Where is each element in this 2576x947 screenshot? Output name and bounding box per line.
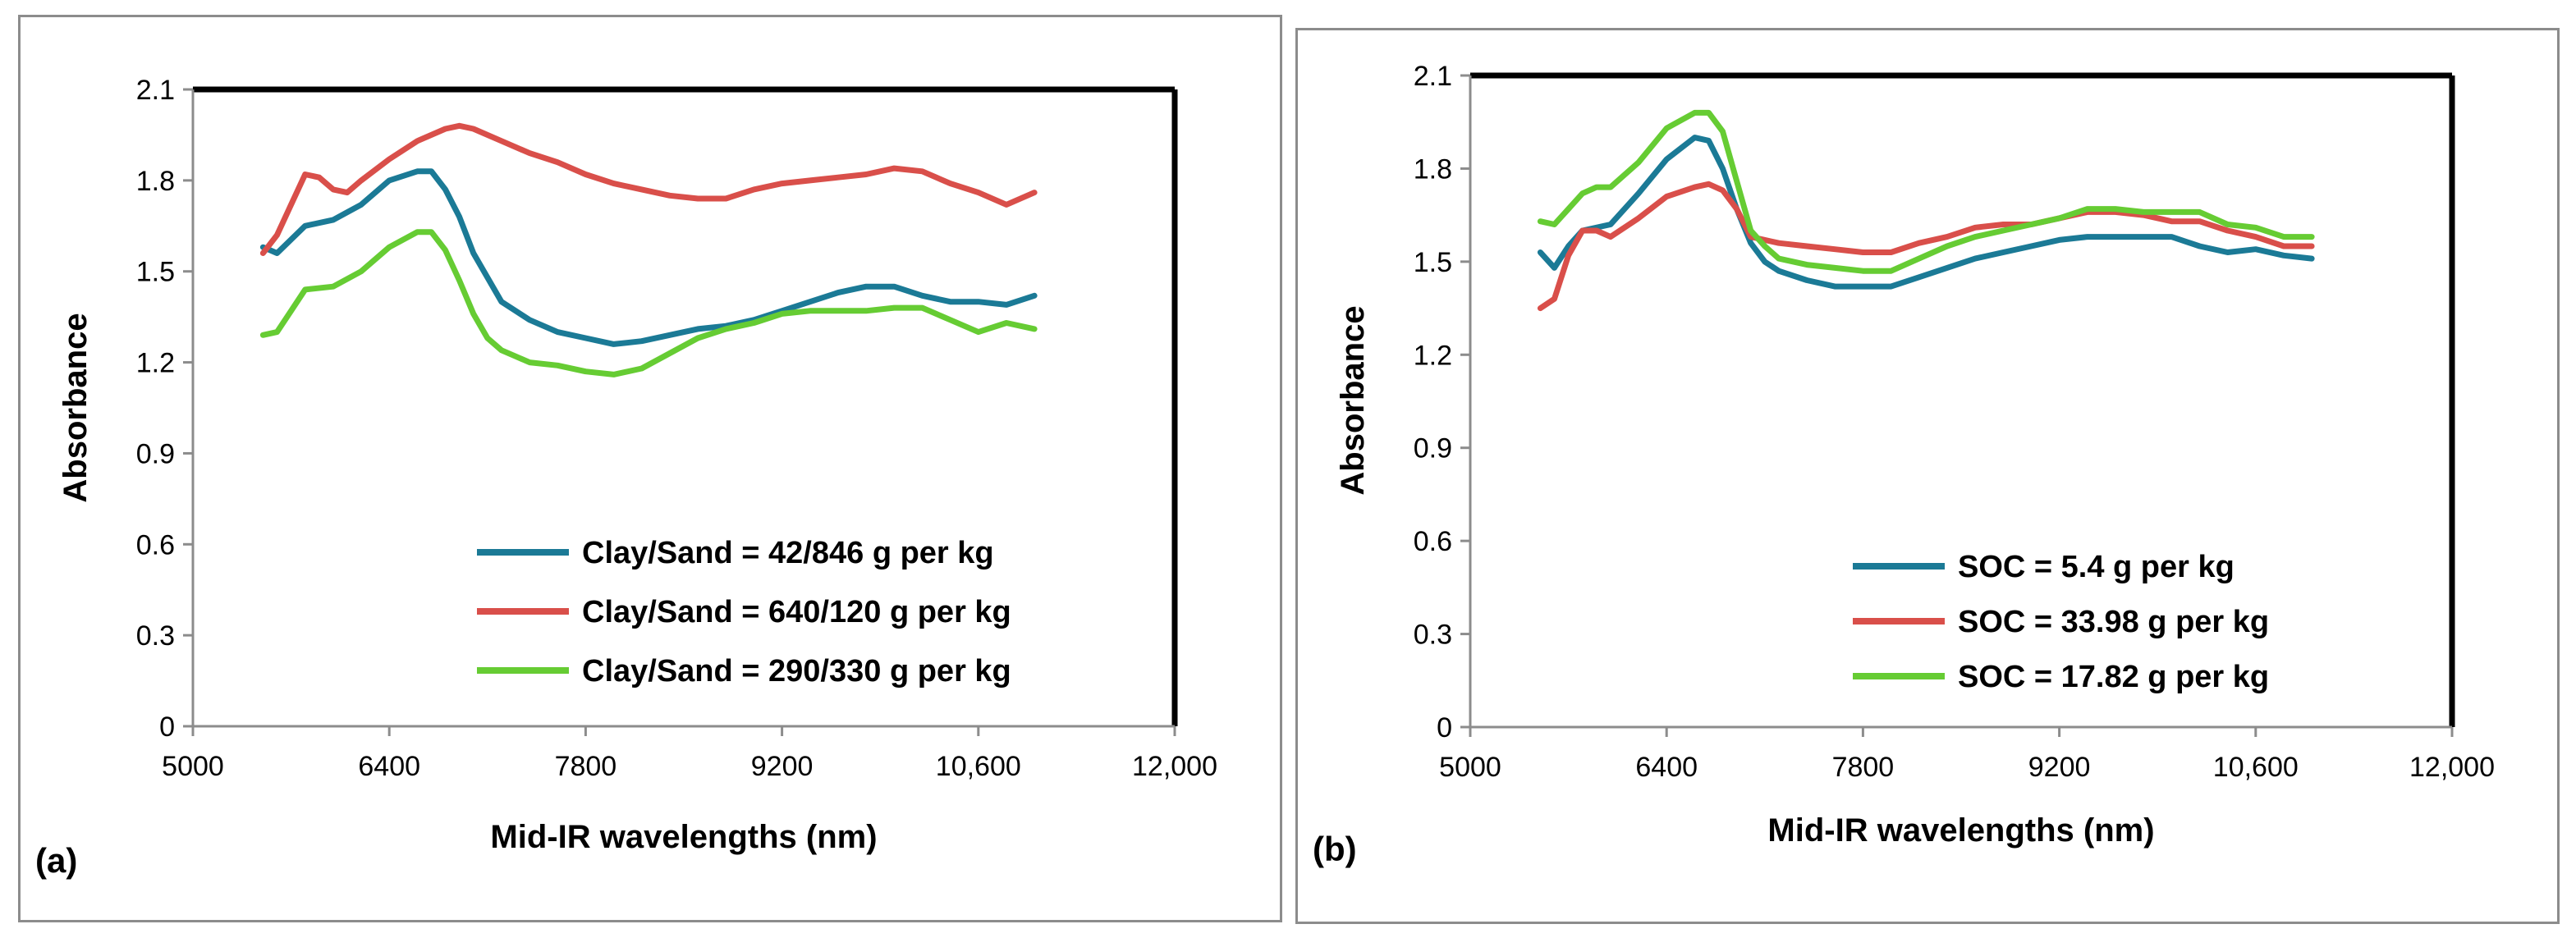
chart-panel-b: 0 0.3 0.6 0.9 1.2 1.5 1.8 2.1 5000 6400 7800 9200 10… <box>1295 28 2560 924</box>
series-line-1 <box>1537 135 2315 290</box>
series-line-2 <box>259 122 1038 256</box>
y-tick-label: 1.5 <box>1414 247 1452 278</box>
y-tick-label: 0.3 <box>136 620 175 652</box>
y-tick-label: 0 <box>159 711 175 743</box>
chart-panel-a: 0 0.3 0.6 0.9 1.2 1.5 1.8 2.1 5000 6400 7800 9200 10… <box>18 15 1282 922</box>
y-tick-label: 1.8 <box>1414 153 1452 185</box>
y-tick-label: 1.5 <box>136 257 175 288</box>
x-axis-title: Mid-IR wavelengths (nm) <box>490 819 877 855</box>
legend-label-2: SOC = 33.98 g per kg <box>1958 605 2269 639</box>
x-tick-label: 10,600 <box>936 751 1021 782</box>
x-tick-label: 12,000 <box>1132 751 1217 782</box>
x-tick-label: 12,000 <box>2409 752 2495 783</box>
legend-label-3: SOC = 17.82 g per kg <box>1958 660 2269 694</box>
x-tick-label: 7800 <box>555 751 617 782</box>
series-line-3 <box>1537 109 2315 274</box>
x-tick-label: 5000 <box>1439 752 1501 783</box>
y-tick-label: 0.9 <box>136 438 175 469</box>
x-tick-label: 5000 <box>162 751 224 782</box>
panel-label: (a) <box>35 841 77 880</box>
y-tick-label: 1.8 <box>136 166 175 197</box>
x-tick-label: 6400 <box>358 751 420 782</box>
chart-b-svg: 0 0.3 0.6 0.9 1.2 1.5 1.8 2.1 5000 6400 7800 9200 10… <box>1313 61 2495 868</box>
panel-label: (b) <box>1313 830 1357 868</box>
legend-label-1: Clay/Sand = 42/846 g per kg <box>582 536 994 570</box>
y-tick-label: 2.1 <box>136 75 175 106</box>
x-tick-label: 9200 <box>751 751 814 782</box>
x-tick-label: 6400 <box>1635 752 1698 783</box>
x-tick-label: 10,600 <box>2213 752 2299 783</box>
chart-a-svg: 0 0.3 0.6 0.9 1.2 1.5 1.8 2.1 5000 6400 7800 9200 10… <box>35 75 1217 880</box>
x-axis-title: Mid-IR wavelengths (nm) <box>1767 812 2154 849</box>
x-tick-label: 9200 <box>2028 752 2091 783</box>
legend-label-3: Clay/Sand = 290/330 g per kg <box>582 654 1011 689</box>
y-tick-label: 0.3 <box>1414 620 1452 651</box>
series-line-2 <box>1537 181 2315 312</box>
legend-label-2: Clay/Sand = 640/120 g per kg <box>582 595 1011 629</box>
series-line-3 <box>259 229 1038 377</box>
y-axis-title: Absorbance <box>57 313 94 502</box>
y-tick-label: 0 <box>1437 712 1452 743</box>
legend-label-1: SOC = 5.4 g per kg <box>1958 550 2235 584</box>
y-tick-label: 0.6 <box>1414 526 1452 557</box>
y-tick-label: 1.2 <box>136 348 175 379</box>
y-axis-title: Absorbance <box>1335 305 1371 495</box>
y-tick-label: 1.2 <box>1414 340 1452 371</box>
y-tick-label: 0.9 <box>1414 433 1452 464</box>
y-tick-label: 0.6 <box>136 529 175 560</box>
y-tick-label: 2.1 <box>1414 61 1452 92</box>
x-tick-label: 7800 <box>1832 752 1895 783</box>
series-line-1 <box>259 168 1038 347</box>
